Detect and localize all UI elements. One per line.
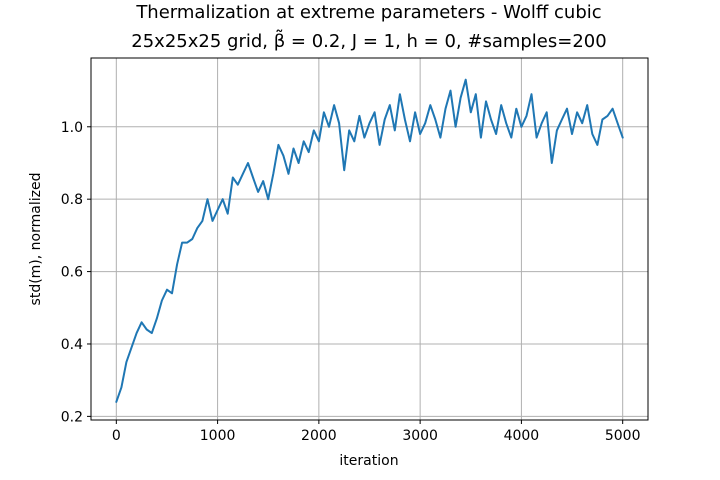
plot-frame — [90, 57, 649, 421]
x-axis-label: iteration — [339, 453, 398, 469]
x-tick-label: 1000 — [200, 428, 236, 444]
y-tick-label: 0.2 — [61, 409, 83, 425]
x-tick-label: 4000 — [504, 428, 540, 444]
y-tick-label: 0.4 — [61, 337, 83, 353]
chart-title: Thermalization at extreme parameters - W… — [135, 2, 601, 23]
series-layer — [115, 78, 624, 403]
y-tick-label: 1.0 — [61, 120, 83, 136]
x-tick-label: 5000 — [605, 428, 641, 444]
y-axis-label: std(m), normalized — [28, 173, 44, 306]
x-tick-label: 0 — [112, 428, 121, 444]
series-line — [115, 78, 624, 403]
y-tick-label: 0.6 — [61, 265, 83, 281]
tick-marks — [87, 126, 624, 424]
chart-subtitle: 25x25x25 grid, β̃ = 0.2, J = 1, h = 0, #… — [131, 30, 606, 52]
x-tick-label: 3000 — [402, 428, 438, 444]
grid — [91, 58, 648, 420]
x-tick-label: 2000 — [301, 428, 337, 444]
y-tick-label: 0.8 — [61, 192, 83, 208]
y-tick-labels: 0.2 0.4 0.6 0.8 1.0 — [61, 120, 83, 426]
x-tick-labels: 0 1000 2000 3000 4000 5000 — [112, 428, 641, 444]
